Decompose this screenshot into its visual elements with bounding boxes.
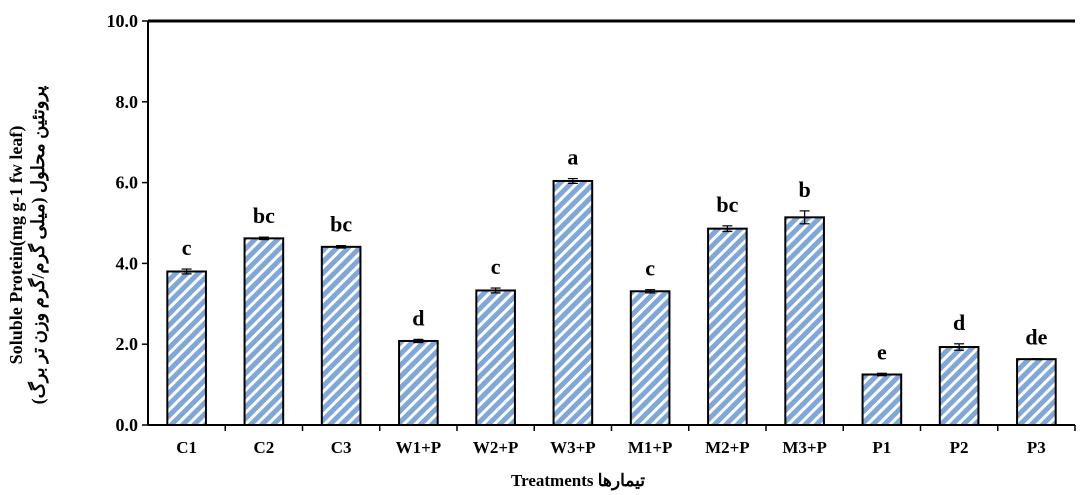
bar [398,339,439,426]
significance-letter: e [877,339,887,364]
y-axis-label-line-2: پروتئین محلول (میلی گرم/گرم وزن تر برگ) [27,86,49,405]
x-tick-label: C2 [253,438,274,457]
significance-letter: de [1025,325,1047,350]
x-axis-label: Treatments تیمارها [511,471,645,491]
significance-letter: a [567,145,578,170]
x-tick-label: W3+P [550,438,596,457]
significance-letter: bc [330,212,352,237]
significance-letter: bc [716,192,738,217]
bar [243,237,285,426]
y-axis-label-line-1: Soluble Protein(mg g-1 fw leaf) [6,126,27,365]
significance-letter: bc [253,203,275,228]
bar [475,289,516,426]
bar [1016,358,1057,427]
x-tick-label: M1+P [628,438,673,457]
y-tick-label: 8.0 [116,92,139,112]
y-tick-label: 0.0 [116,415,139,435]
bar [707,227,748,426]
x-tick-label: M3+P [782,438,827,457]
significance-letter: d [953,310,965,335]
significance-letter: c [182,235,192,260]
x-tick-label: C1 [176,438,197,457]
y-tick-label: 2.0 [116,334,139,354]
x-tick-label: C3 [331,438,352,457]
significance-letter: c [491,254,501,279]
bar [552,179,594,426]
bar [784,216,825,426]
bar [861,373,903,426]
bar [166,270,207,427]
x-tick-label: W2+P [473,438,519,457]
plot-area: 0.02.04.06.08.010.0cC1bcC2bcC3dW1+PcW2+P… [107,11,1076,457]
y-tick-label: 6.0 [116,173,139,193]
x-tick-label: P3 [1027,438,1046,457]
y-tick-label: 10.0 [107,11,139,31]
x-tick-label: M2+P [705,438,750,457]
bar [629,290,671,426]
x-tick-label: P2 [950,438,969,457]
significance-letter: c [645,256,655,281]
y-tick-label: 4.0 [116,253,139,273]
significance-letter: b [799,177,811,202]
bar [320,245,362,426]
significance-letter: d [412,305,424,330]
x-tick-label: W1+P [396,438,442,457]
x-tick-label: P1 [872,438,891,457]
bar [938,346,980,427]
